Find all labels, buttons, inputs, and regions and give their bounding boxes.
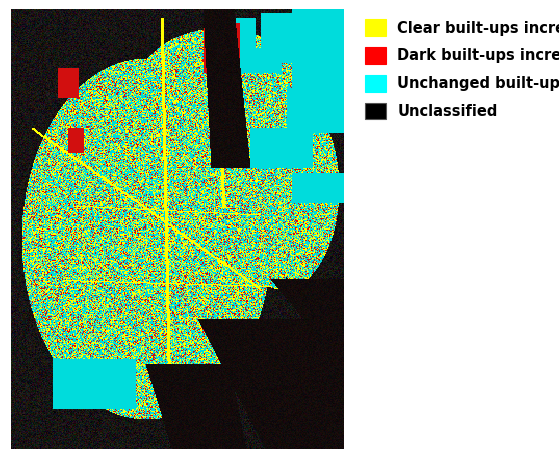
Legend: Clear built-ups increase, Dark built-ups increase, Unchanged built-ups, Unclassi: Clear built-ups increase, Dark built-ups… (362, 16, 559, 123)
